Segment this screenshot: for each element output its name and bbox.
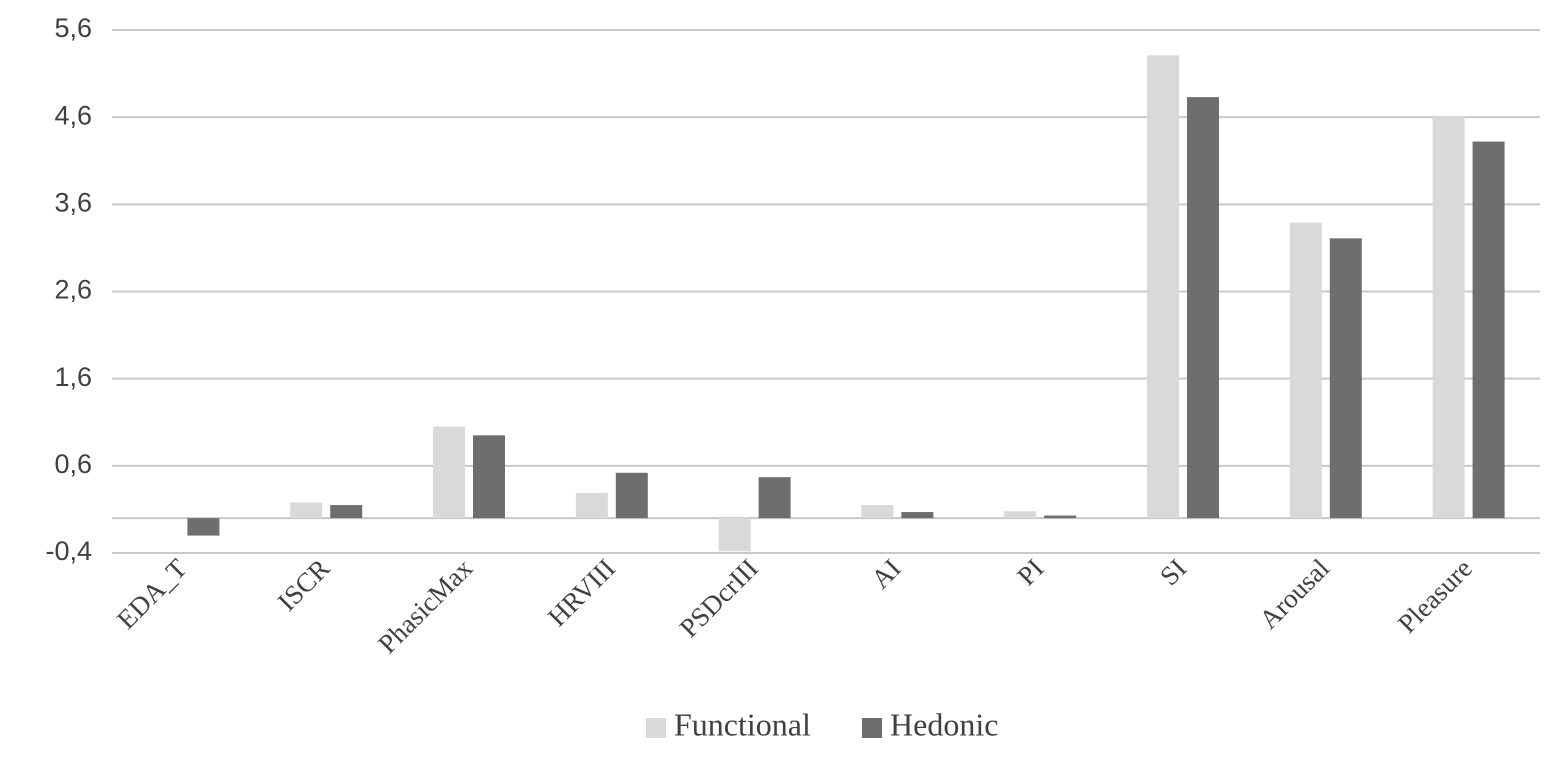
x-tick-label: ISCR <box>272 553 336 617</box>
bar <box>575 492 608 519</box>
x-tick-label: PhasicMax <box>372 553 478 659</box>
x-tick-label: HRVIII <box>542 553 621 632</box>
bar <box>718 518 751 552</box>
legend-swatch <box>862 718 882 738</box>
x-tick-label: Arousal <box>1253 553 1335 635</box>
y-tick-label: 5,6 <box>54 13 92 43</box>
y-tick-label: 2,6 <box>54 275 92 305</box>
x-tick-label: SI <box>1154 553 1192 591</box>
bar <box>861 505 894 519</box>
bar <box>433 426 465 519</box>
bar <box>473 435 505 519</box>
bar <box>330 505 363 519</box>
bar <box>1147 55 1179 519</box>
x-tick-label: EDA_T <box>111 553 193 635</box>
x-tick-label: PI <box>1011 553 1049 591</box>
bar <box>901 512 934 519</box>
legend-label: Hedonic <box>890 706 998 742</box>
legend-label: Functional <box>674 706 811 742</box>
bar <box>1187 97 1219 519</box>
legend-swatch <box>646 718 666 738</box>
x-tick-label: Pleasure <box>1392 553 1478 639</box>
bar <box>187 518 220 536</box>
y-tick-label: -0,4 <box>45 536 92 566</box>
bar <box>290 502 323 519</box>
bar <box>1432 116 1465 519</box>
x-tick-label: AI <box>865 553 906 594</box>
y-tick-label: 4,6 <box>54 100 92 130</box>
x-tick-label: PSDcrIII <box>674 553 764 643</box>
bar <box>758 477 791 519</box>
y-tick-label: 1,6 <box>54 362 92 392</box>
y-tick-label: 3,6 <box>54 187 92 217</box>
bar <box>1004 511 1037 519</box>
y-tick-label: 0,6 <box>54 449 92 479</box>
bar <box>1289 222 1322 519</box>
bar <box>1472 141 1505 519</box>
bar <box>1044 515 1077 519</box>
bar <box>615 472 648 519</box>
bar <box>1329 238 1362 519</box>
